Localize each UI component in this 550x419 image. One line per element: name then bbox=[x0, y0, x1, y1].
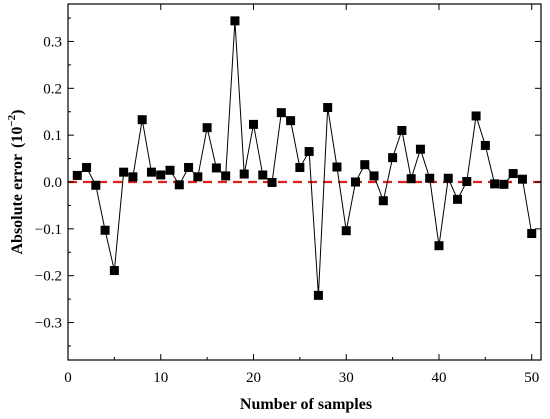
data-point-28 bbox=[323, 103, 333, 113]
x-axis-title: Number of samples bbox=[240, 396, 372, 413]
data-point-22 bbox=[267, 177, 277, 187]
data-point-36 bbox=[397, 125, 407, 135]
data-point-48 bbox=[508, 169, 518, 179]
data-point-40 bbox=[434, 241, 444, 251]
data-point-50 bbox=[527, 229, 537, 239]
y-axis-title-main: Absolute error bbox=[9, 154, 26, 255]
data-point-44 bbox=[471, 111, 481, 121]
x-tick-label: 20 bbox=[246, 370, 261, 386]
y-axis-ticks: −0.3 −0.2 −0.1 0.0 0.1 0.2 0.3 bbox=[35, 17, 541, 347]
data-point-49 bbox=[517, 174, 527, 184]
data-point-35 bbox=[388, 153, 398, 163]
series-line-0 bbox=[76, 20, 533, 296]
y-axis-title-unit-open: ( bbox=[9, 143, 26, 148]
data-point-18 bbox=[230, 16, 240, 26]
data-point-10 bbox=[156, 170, 166, 180]
y-tick-label: −0.3 bbox=[35, 316, 62, 332]
y-axis-title-unit-exp: −2 bbox=[6, 114, 18, 126]
data-point-33 bbox=[369, 171, 379, 181]
x-tick-label: 0 bbox=[64, 370, 72, 386]
data-point-1 bbox=[72, 170, 82, 180]
data-point-26 bbox=[304, 147, 314, 157]
data-point-43 bbox=[462, 177, 472, 187]
data-point-20 bbox=[248, 119, 258, 129]
y-tick-label: −0.2 bbox=[35, 269, 62, 285]
data-point-31 bbox=[351, 177, 361, 187]
data-point-6 bbox=[119, 167, 129, 177]
y-tick-label: 0.3 bbox=[43, 34, 62, 50]
x-axis-ticks: 0 10 20 30 40 50 bbox=[64, 4, 539, 386]
data-point-29 bbox=[332, 162, 342, 172]
data-point-25 bbox=[295, 162, 305, 172]
y-axis-title-unit-base: 10 bbox=[9, 127, 26, 143]
series-layer bbox=[72, 16, 537, 300]
data-point-9 bbox=[146, 167, 156, 177]
data-point-46 bbox=[490, 179, 500, 189]
x-tick-label: 40 bbox=[431, 370, 446, 386]
data-point-23 bbox=[276, 108, 286, 118]
data-point-27 bbox=[313, 290, 323, 300]
data-point-5 bbox=[109, 266, 119, 276]
y-tick-label: −0.1 bbox=[35, 222, 62, 238]
data-point-41 bbox=[443, 173, 453, 183]
data-point-3 bbox=[91, 180, 101, 190]
data-point-19 bbox=[239, 169, 249, 179]
data-point-32 bbox=[360, 160, 370, 170]
data-point-45 bbox=[480, 140, 490, 150]
y-tick-label: 0.1 bbox=[43, 128, 62, 144]
data-point-38 bbox=[415, 144, 425, 154]
data-point-34 bbox=[378, 196, 388, 206]
data-point-16 bbox=[211, 163, 221, 173]
data-point-11 bbox=[165, 165, 175, 175]
data-point-4 bbox=[100, 225, 110, 235]
y-tick-label: 0.2 bbox=[43, 81, 62, 97]
data-point-13 bbox=[184, 162, 194, 172]
data-point-42 bbox=[453, 194, 463, 204]
x-tick-label: 50 bbox=[524, 370, 539, 386]
data-point-15 bbox=[202, 123, 212, 133]
data-point-30 bbox=[341, 226, 351, 236]
data-point-8 bbox=[137, 115, 147, 125]
data-point-47 bbox=[499, 179, 509, 189]
data-point-17 bbox=[221, 171, 231, 181]
data-point-21 bbox=[258, 170, 268, 180]
data-point-24 bbox=[286, 116, 296, 126]
data-point-2 bbox=[82, 162, 92, 172]
data-point-7 bbox=[128, 172, 138, 182]
y-axis-title-unit-close: ) bbox=[9, 109, 26, 114]
data-point-39 bbox=[425, 173, 435, 183]
x-tick-label: 10 bbox=[153, 370, 168, 386]
data-point-12 bbox=[174, 180, 184, 190]
data-point-14 bbox=[193, 172, 203, 182]
y-tick-label: 0.0 bbox=[43, 175, 62, 191]
x-tick-label: 30 bbox=[339, 370, 354, 386]
data-point-37 bbox=[406, 174, 416, 184]
y-axis-title: Absolute error (10−2) bbox=[6, 109, 26, 254]
